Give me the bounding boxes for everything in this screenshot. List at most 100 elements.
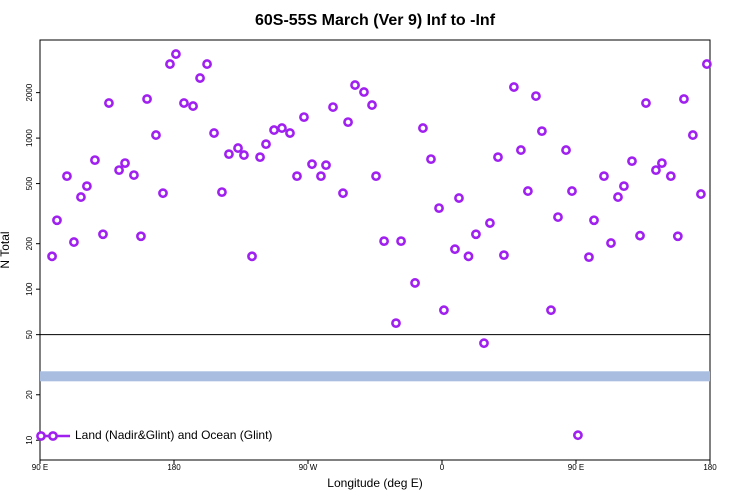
data-point (509, 82, 519, 92)
data-point (641, 98, 651, 108)
data-point (217, 187, 227, 198)
data-point (129, 170, 139, 180)
y-tick-label: 20 (25, 390, 34, 399)
data-point (619, 181, 629, 192)
y-tick-label: 500 (25, 176, 34, 190)
data-point (434, 203, 444, 214)
data-point (104, 98, 114, 108)
y-tick-label: 200 (25, 236, 34, 250)
data-point (82, 181, 92, 192)
data-point (90, 155, 100, 166)
data-point (359, 87, 369, 97)
data-point (142, 94, 152, 104)
data-point (321, 160, 331, 171)
data-point (328, 102, 338, 112)
data-point (523, 186, 533, 196)
x-tick-label: 90 E (32, 463, 48, 472)
chart-title: 60S-55S March (Ver 9) Inf to -Inf (255, 12, 496, 29)
x-tick-label: 180 (167, 463, 181, 472)
data-point (76, 192, 86, 202)
data-point (426, 154, 436, 165)
data-point (261, 139, 271, 150)
data-point (277, 123, 287, 133)
data-point (537, 126, 547, 137)
reference-band (40, 371, 710, 382)
data-point (69, 237, 79, 247)
data-point (136, 231, 146, 242)
data-point (391, 318, 401, 329)
data-point (657, 158, 667, 169)
y-tick-label: 2000 (25, 83, 34, 101)
data-point (224, 149, 234, 160)
data-point (188, 101, 198, 111)
data-point (371, 171, 381, 182)
data-point (493, 152, 503, 163)
data-point (471, 229, 481, 240)
data-point (195, 73, 205, 83)
legend-symbol (48, 431, 58, 441)
data-point (307, 159, 317, 170)
data-point (516, 145, 526, 155)
data-point (573, 430, 583, 441)
data-point (410, 278, 420, 288)
data-point (120, 158, 130, 169)
data-point (52, 215, 62, 226)
legend-label: Land (Nadir&Glint) and Ocean (Glint) (75, 428, 272, 442)
data-point (165, 59, 175, 69)
data-point (151, 130, 161, 140)
data-point (485, 218, 495, 228)
data-point (567, 186, 577, 196)
data-point (606, 238, 616, 248)
data-point (665, 171, 676, 182)
x-tick-label: 90 E (568, 463, 584, 472)
data-point (454, 193, 464, 203)
x-axis-label: Longitude (deg E) (327, 476, 422, 490)
data-point (499, 250, 509, 261)
data-point (672, 231, 683, 242)
data-point (343, 117, 353, 128)
y-tick-label: 10 (25, 435, 34, 444)
data-point (450, 244, 460, 255)
y-tick-label: 1000 (25, 129, 34, 147)
data-point (338, 188, 348, 199)
data-point (114, 165, 124, 175)
data-point (209, 128, 219, 138)
data-point (62, 171, 72, 182)
data-point (584, 252, 594, 263)
data-point (292, 171, 302, 182)
data-point (350, 80, 360, 90)
data-point (269, 125, 279, 135)
data-point (285, 128, 295, 138)
data-point (696, 189, 706, 199)
data-point (379, 236, 389, 247)
data-point (627, 156, 637, 167)
data-point (679, 94, 689, 104)
data-point (396, 236, 406, 247)
data-point (479, 338, 489, 349)
data-point (701, 59, 712, 69)
y-axis-label: N Total (0, 231, 12, 268)
data-point (171, 49, 181, 59)
data-point (439, 305, 449, 316)
x-tick-label: 90 W (299, 463, 318, 472)
data-point (98, 229, 108, 240)
data-point (553, 212, 563, 222)
data-point (367, 100, 377, 110)
data-point (687, 130, 698, 140)
data-point (316, 171, 326, 182)
data-point (233, 143, 243, 153)
data-point (651, 165, 661, 175)
data-point (546, 305, 556, 316)
data-point (599, 171, 609, 182)
data-point (202, 59, 212, 69)
data-point (613, 192, 623, 202)
data-point (247, 251, 257, 262)
data-point (635, 230, 645, 241)
data-point (463, 251, 474, 262)
x-tick-label: 180 (703, 463, 717, 472)
plot-frame (39, 39, 711, 461)
data-point (239, 150, 249, 160)
legend-symbol (36, 431, 46, 441)
data-point (179, 98, 189, 108)
